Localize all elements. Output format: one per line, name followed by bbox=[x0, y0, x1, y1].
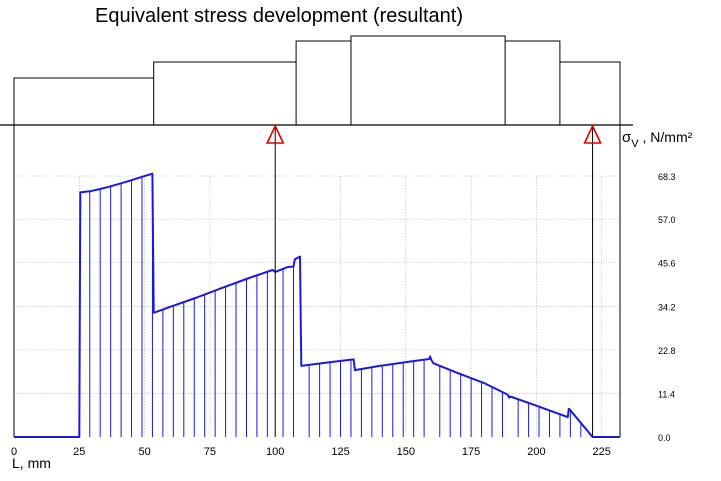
x-tick-label: 75 bbox=[204, 446, 216, 458]
y-axis-label-symbol: σ bbox=[622, 129, 632, 146]
series-line bbox=[14, 172, 620, 438]
x-tick-label: 175 bbox=[462, 446, 480, 458]
x-tick-labels: 0 25 50 75 100 125 150 175 200 225 bbox=[11, 446, 611, 458]
shaft-profile bbox=[13, 35, 621, 125]
x-axis-label: L, mm bbox=[12, 455, 51, 471]
grid bbox=[13, 125, 621, 437]
y-tick-label: 22.8 bbox=[658, 346, 676, 356]
y-axis-label-unit: , N/mm² bbox=[639, 129, 693, 145]
bearing-supports bbox=[265, 124, 602, 437]
shaft-outline bbox=[13, 35, 621, 125]
stress-hatching bbox=[89, 173, 582, 437]
y-tick-labels: 0.0 11.4 22.8 34.2 45.6 57.0 68.3 bbox=[658, 172, 676, 443]
y-tick-label: 11.4 bbox=[658, 389, 675, 399]
y-axis-label: σV , N/mm² bbox=[622, 129, 693, 150]
x-tick-label: 100 bbox=[266, 446, 284, 458]
y-axis-label-subscript: V bbox=[631, 138, 639, 150]
x-tick-label: 150 bbox=[397, 446, 415, 458]
x-tick-label: 225 bbox=[593, 446, 611, 458]
x-tick-label: 50 bbox=[138, 446, 150, 458]
y-tick-label: 34.2 bbox=[658, 302, 676, 312]
y-tick-label: 45.6 bbox=[658, 259, 676, 269]
y-tick-label: 0.0 bbox=[658, 433, 671, 443]
x-tick-label: 200 bbox=[527, 446, 545, 458]
x-tick-label: 125 bbox=[331, 446, 349, 458]
support-triangle-icon bbox=[265, 124, 285, 144]
x-tick-label: 25 bbox=[73, 446, 85, 458]
support-triangle-icon bbox=[583, 124, 602, 144]
y-tick-label: 68.3 bbox=[658, 172, 676, 182]
y-tick-label: 57.0 bbox=[658, 215, 676, 225]
stress-series bbox=[14, 172, 620, 438]
x-tick-label: 0 bbox=[11, 446, 17, 458]
chart-title: Equivalent stress development (resultant… bbox=[95, 5, 463, 27]
